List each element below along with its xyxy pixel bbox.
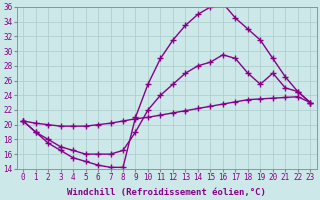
- X-axis label: Windchill (Refroidissement éolien,°C): Windchill (Refroidissement éolien,°C): [67, 188, 266, 197]
